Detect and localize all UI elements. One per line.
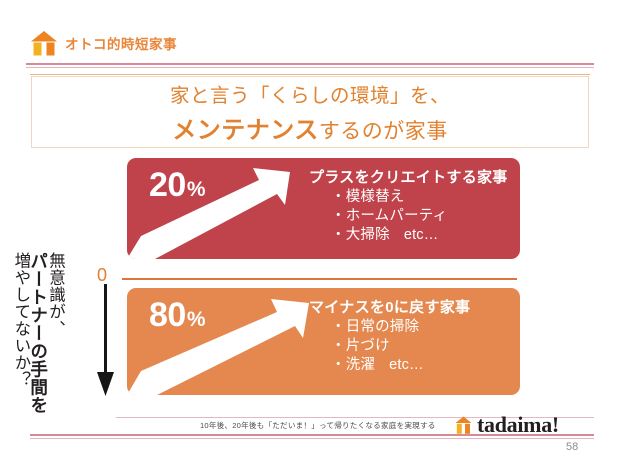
side-note-col-2: パートナーの手間を	[28, 252, 49, 414]
title-line-2: メンテナンスするのが家事	[172, 110, 448, 145]
page-number: 58	[566, 441, 579, 453]
side-note: 無意識が、 パートナーの手間を 増やしてないか？	[11, 252, 65, 452]
zero-axis-line	[122, 278, 517, 281]
footer-rule-secondary	[30, 437, 594, 439]
header-rule-primary	[26, 63, 594, 65]
house-icon	[455, 416, 472, 435]
list-item: ・大掃除 etc…	[331, 226, 519, 245]
list-item-label: ・洗濯	[331, 357, 376, 374]
box-plus-housework: 20 % プラスをクリエイトする家事 ・模様替え ・ホームパーティ ・大掃除 et…	[127, 158, 520, 259]
list-item: ・日常の掃除	[331, 319, 420, 335]
brand-logo: tadaima!	[455, 414, 559, 436]
list-item: ・片づけ	[331, 338, 390, 355]
box-heading-plus: プラスをクリエイトする家事	[309, 169, 508, 186]
footer-tagline: 10年後、20年後も「ただいま！」って帰りたくなる家庭を実現する	[200, 421, 436, 430]
box-heading-minus: マイナスを0に戻す家事	[309, 299, 471, 316]
percent-number: 80	[149, 296, 186, 334]
box-text-minus: マイナスを0に戻す家事 ・日常の掃除 ・片づけ ・洗濯 etc…	[309, 296, 519, 375]
list-item: ・洗濯 etc…	[331, 356, 519, 375]
footer-rule-top	[116, 417, 594, 419]
title-line-2-rest: するのが家事	[318, 120, 448, 143]
brand-name: tadaima!	[477, 412, 559, 437]
box-text-plus: プラスをクリエイトする家事 ・模様替え ・ホームパーティ ・大掃除 etc…	[309, 166, 519, 245]
header-rule-orange	[30, 74, 590, 75]
list-item-label: ・大掃除	[331, 227, 390, 244]
header-logo: オトコ的時短家事	[30, 29, 177, 57]
title-emphasis: メンテナンス	[172, 117, 319, 144]
side-note-col-3: 増やしてないか？	[11, 252, 30, 388]
header-rule-secondary	[26, 66, 594, 68]
list-item: ・模様替え	[331, 189, 405, 205]
list-item-etc: etc…	[389, 357, 424, 374]
title-banner: 家と言う「くらしの環境」を、 メンテナンスするのが家事	[31, 76, 589, 148]
house-icon	[30, 29, 58, 57]
bullet-list-minus: ・日常の掃除 ・片づけ ・洗濯 etc…	[309, 318, 519, 375]
title-line-1: 家と言う「くらしの環境」を、	[169, 85, 450, 107]
percent-value-20: 20 %	[149, 168, 206, 202]
percent-sign: %	[186, 178, 206, 201]
percent-number: 20	[149, 166, 186, 204]
list-item-etc: etc…	[403, 227, 439, 244]
list-item: ・ホームパーティ	[331, 208, 448, 225]
footer-rule-primary	[30, 434, 594, 436]
zero-label: 0	[97, 265, 108, 285]
header-title: オトコ的時短家事	[65, 37, 177, 52]
side-note-col-1: 無意識が、	[46, 252, 65, 337]
percent-value-80: 80 %	[149, 298, 206, 332]
bullet-list-plus: ・模様替え ・ホームパーティ ・大掃除 etc…	[309, 188, 519, 245]
box-minus-housework: 80 % マイナスを0に戻す家事 ・日常の掃除 ・片づけ ・洗濯 etc…	[127, 288, 520, 395]
percent-sign: %	[186, 308, 206, 331]
